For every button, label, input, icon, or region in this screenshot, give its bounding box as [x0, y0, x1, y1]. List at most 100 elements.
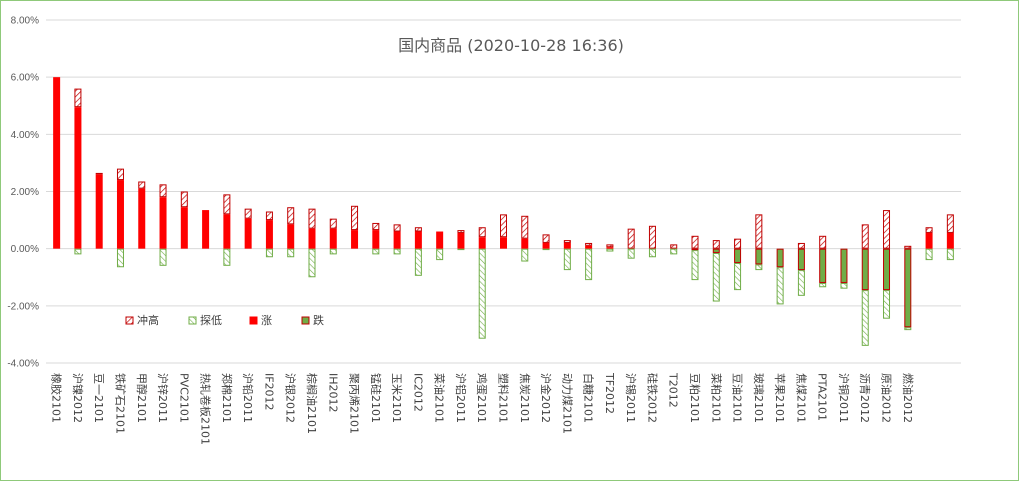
- bar-low: [862, 291, 868, 346]
- legend-swatch-down: [302, 317, 309, 324]
- y-tick-label: -2.00%: [7, 301, 39, 312]
- x-category-label: 铁矿石2101: [113, 373, 126, 434]
- bar-low: [415, 249, 421, 275]
- bar-up: [415, 232, 422, 249]
- x-category-label: 橡胶2101: [50, 373, 64, 423]
- bar-up: [96, 174, 103, 248]
- bar-high: [905, 246, 911, 248]
- x-category-label: 动力煤2101: [560, 373, 573, 434]
- x-category-label: IH2012: [326, 373, 339, 413]
- bar-low: [330, 249, 336, 254]
- bar-low: [628, 249, 634, 258]
- bar-up: [287, 224, 294, 248]
- bar-low: [160, 249, 166, 265]
- bar-high: [543, 235, 549, 243]
- bar-high: [266, 212, 272, 220]
- x-category-label: 沪锌2011: [156, 373, 170, 423]
- bar-low: [224, 249, 230, 265]
- bar-up: [138, 189, 145, 249]
- bar-low: [266, 249, 272, 257]
- bar-high: [798, 243, 804, 248]
- y-tick-label: 0.00%: [11, 244, 39, 255]
- bar-up: [223, 214, 230, 248]
- x-category-label: TF2012: [603, 372, 616, 414]
- bar-high: [394, 225, 400, 231]
- bar-low: [586, 249, 592, 279]
- bar-high: [692, 236, 698, 248]
- x-category-label: 沪铝2011: [454, 373, 468, 423]
- x-category-label: 豆粕2101: [688, 373, 702, 423]
- bar-high: [373, 223, 379, 229]
- bar-up: [74, 107, 81, 248]
- bar-low: [522, 249, 528, 261]
- bar-low: [926, 249, 932, 259]
- x-category-label: PVC2101: [177, 373, 190, 423]
- x-category-label: IF2012: [262, 373, 275, 411]
- bar-up: [543, 243, 550, 249]
- x-category-label: PTA2101: [816, 373, 829, 421]
- bar-high: [862, 225, 868, 248]
- x-category-label: 焦炭2101: [518, 373, 531, 423]
- y-tick-label: 6.00%: [11, 73, 39, 84]
- legend-label-up: 涨: [261, 314, 272, 327]
- bar-high: [926, 228, 932, 233]
- bar-low: [373, 249, 379, 254]
- x-category-label: 鸡蛋2101: [475, 373, 489, 423]
- bar-up: [181, 207, 188, 248]
- x-category-label: 热轧卷板2101: [199, 373, 213, 445]
- bar-high: [479, 228, 485, 237]
- x-category-label: 沪镍2012: [71, 373, 85, 423]
- bar-high: [501, 215, 507, 237]
- legend-label-down: 跌: [313, 313, 324, 327]
- bar-up: [160, 197, 167, 248]
- bar-up: [394, 232, 401, 249]
- bar-low: [735, 263, 741, 289]
- bar-up: [500, 237, 507, 248]
- bar-low: [564, 249, 570, 269]
- bar-up: [926, 233, 933, 249]
- bar-down: [862, 249, 868, 289]
- bar-low: [394, 249, 400, 254]
- bar-low: [607, 249, 613, 251]
- bar-high: [75, 89, 81, 107]
- bar-up: [564, 243, 571, 249]
- x-category-label: 棕榈油2101: [305, 373, 319, 434]
- x-category-label: 沥青2012: [858, 373, 871, 423]
- x-category-label: 豆油2101: [731, 373, 745, 423]
- x-category-label: 沪锡2011: [624, 373, 638, 423]
- bar-high: [309, 209, 315, 228]
- x-category-label: 甲醇2101: [135, 373, 149, 423]
- bar-down: [756, 249, 762, 264]
- bar-up: [117, 180, 124, 249]
- bar-high: [288, 208, 294, 224]
- x-category-label: 玻璃2101: [752, 373, 766, 423]
- bar-low: [309, 249, 315, 277]
- bar-high: [564, 241, 570, 243]
- bar-high: [330, 219, 336, 228]
- bar-low: [117, 249, 123, 267]
- chart-title: 国内商品 (2020-10-28 16:36): [398, 36, 624, 55]
- bar-low: [692, 251, 698, 280]
- bar-up: [245, 219, 252, 249]
- bar-down: [713, 249, 719, 252]
- y-tick-label: 2.00%: [11, 187, 39, 198]
- bar-low: [841, 283, 847, 288]
- x-category-label: 豆一2101: [92, 373, 105, 423]
- legend-swatch-up: [250, 317, 257, 324]
- legend-label-low: 探低: [200, 314, 222, 327]
- legend: 冲高 探低 涨 跌: [126, 313, 324, 327]
- bar-high: [756, 215, 762, 248]
- x-category-label: 硅铁2012: [645, 373, 658, 423]
- bar-high: [415, 228, 421, 231]
- bar-low: [649, 249, 655, 257]
- bar-up: [606, 247, 613, 248]
- bar-low: [479, 249, 485, 338]
- bar-up: [436, 232, 443, 249]
- bar-high: [160, 185, 166, 197]
- bar-high: [181, 192, 187, 207]
- legend-label-high: 冲高: [137, 313, 159, 327]
- x-category-label: 苹果2101: [773, 373, 787, 423]
- y-tick-label: 8.00%: [11, 16, 39, 27]
- bar-high: [607, 245, 613, 247]
